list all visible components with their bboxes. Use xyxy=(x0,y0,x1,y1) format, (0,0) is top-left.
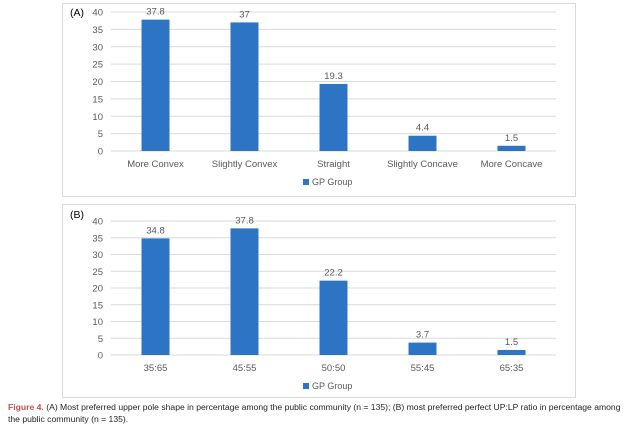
bar xyxy=(319,83,348,151)
y-tick-label: 5 xyxy=(98,334,103,345)
data-label: 37 xyxy=(239,9,250,20)
legend-swatch xyxy=(303,179,309,185)
y-tick-label: 25 xyxy=(92,267,103,278)
y-tick-label: 30 xyxy=(92,42,103,53)
data-label: 34.8 xyxy=(146,225,165,236)
legend-swatch xyxy=(303,383,309,389)
x-tick-label: 50:50 xyxy=(322,363,346,374)
y-tick-label: 10 xyxy=(92,317,103,328)
y-tick-label: 40 xyxy=(92,217,103,228)
data-label: 1.5 xyxy=(505,133,518,144)
x-tick-label: More Concave xyxy=(481,159,543,170)
y-tick-label: 0 xyxy=(98,147,103,158)
data-label: 37.8 xyxy=(146,7,165,18)
data-label: 22.2 xyxy=(324,268,343,279)
bar xyxy=(230,228,259,355)
data-label: 3.7 xyxy=(416,330,429,341)
data-label: 19.3 xyxy=(324,71,343,82)
x-tick-label: More Convex xyxy=(127,159,184,170)
bar xyxy=(497,349,526,355)
panel-label-b: (B) xyxy=(70,209,84,221)
y-tick-label: 20 xyxy=(92,77,103,88)
y-tick-label: 15 xyxy=(92,300,103,311)
x-tick-label: Straight xyxy=(317,159,350,170)
panel-label-a: (A) xyxy=(70,7,84,19)
y-tick-label: 10 xyxy=(92,112,103,123)
y-tick-label: 30 xyxy=(92,250,103,261)
y-tick-label: 5 xyxy=(98,129,103,140)
bar xyxy=(141,19,170,151)
caption-label: Figure 4. xyxy=(8,402,44,412)
y-tick-label: 0 xyxy=(98,351,103,362)
bar xyxy=(141,238,170,355)
y-tick-label: 35 xyxy=(92,25,103,36)
bar xyxy=(408,342,437,355)
legend-label: GP Group xyxy=(312,177,352,187)
x-tick-label: 45:55 xyxy=(233,363,257,374)
y-tick-label: 40 xyxy=(92,8,103,19)
caption-text: (A) Most preferred upper pole shape in p… xyxy=(8,402,621,424)
y-tick-label: 20 xyxy=(92,284,103,295)
bar xyxy=(230,22,259,151)
bar xyxy=(319,280,348,355)
x-tick-label: 55:45 xyxy=(411,363,435,374)
y-tick-label: 35 xyxy=(92,233,103,244)
x-tick-label: 35:65 xyxy=(144,363,168,374)
x-tick-label: 65:35 xyxy=(500,363,524,374)
y-tick-label: 15 xyxy=(92,94,103,105)
data-label: 4.4 xyxy=(416,123,429,134)
x-tick-label: Slightly Convex xyxy=(212,159,278,170)
y-tick-label: 25 xyxy=(92,60,103,71)
data-label: 37.8 xyxy=(235,215,254,226)
bar xyxy=(497,145,526,151)
figure-caption: Figure 4. (A) Most preferred upper pole … xyxy=(8,401,632,425)
x-tick-label: Slightly Concave xyxy=(387,159,458,170)
data-label: 1.5 xyxy=(505,337,518,348)
bar xyxy=(408,135,437,151)
legend-label: GP Group xyxy=(312,381,352,391)
